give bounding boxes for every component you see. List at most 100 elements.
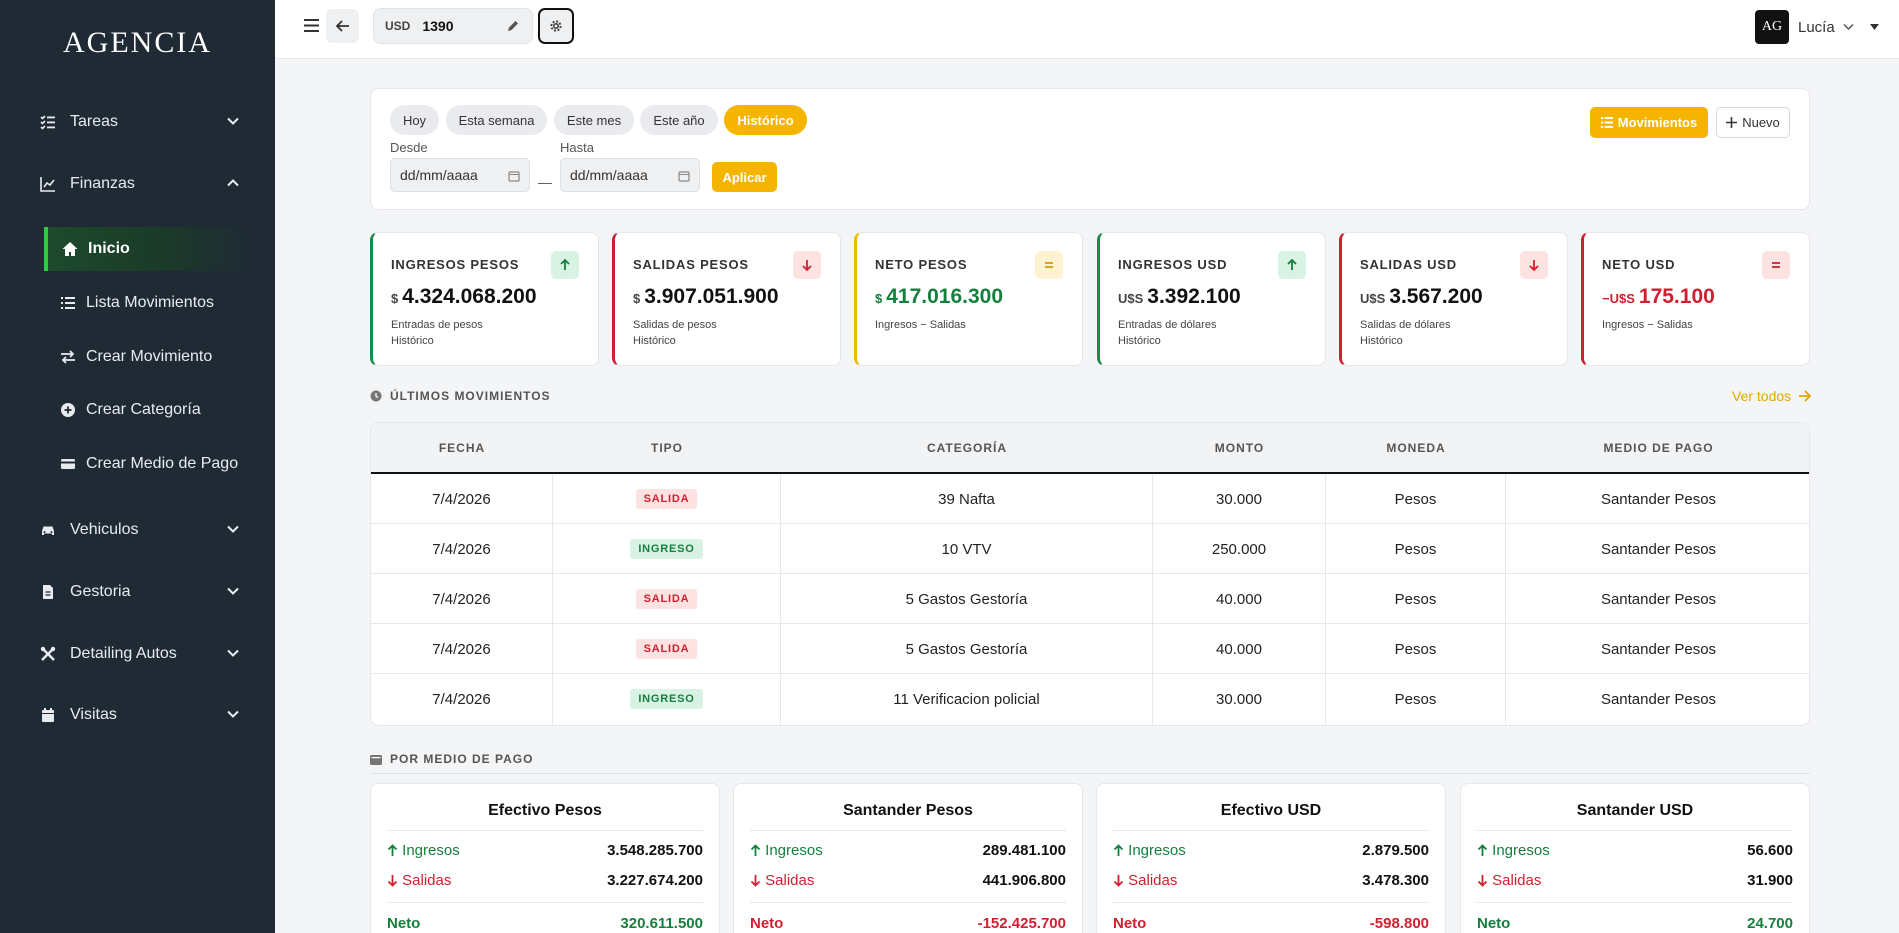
sidebar-subitem-crear-movimiento[interactable]: Crear Movimiento [44, 335, 252, 379]
filter-pill-este-ano[interactable]: Este año [640, 105, 718, 135]
stat-card-salidas-usd: SALIDAS USD U$S 3.567.200 Salidas de dóla… [1339, 232, 1568, 366]
cell-tipo: SALIDA [553, 624, 781, 674]
stat-period: Histórico [1118, 335, 1161, 347]
sidebar-item-gestoria[interactable]: Gestoria [40, 577, 240, 607]
table-row[interactable]: 7/4/2026 SALIDA 5 Gastos Gestoría 40.000… [371, 574, 1809, 624]
payment-card-title: Efectivo USD [1113, 802, 1429, 831]
cell-moneda: Pesos [1326, 574, 1506, 624]
movimientos-button[interactable]: Movimientos [1590, 107, 1708, 138]
ingresos-label-wrap: Ingresos [1477, 842, 1550, 859]
chevron-up-icon [226, 176, 240, 190]
section-title-medios: POR MEDIO DE PAGO [370, 752, 533, 766]
salidas-label-wrap: Salidas [1113, 872, 1177, 889]
cell-monto: 30.000 [1153, 674, 1326, 724]
tools-icon [40, 646, 56, 662]
stat-amount: 417.016.300 [886, 285, 1004, 308]
list-icon [1600, 117, 1613, 128]
cell-categoria: 39 Nafta [781, 474, 1153, 524]
stat-subtitle: Entradas de dólares [1118, 319, 1217, 331]
filter-pill-este-mes[interactable]: Este mes [554, 105, 634, 135]
ingresos-line: Ingresos 289.481.100 [750, 842, 1066, 859]
stat-value: $3.907.051.900 [633, 285, 779, 309]
clock-icon [370, 390, 382, 402]
stat-subtitle: Salidas de dólares [1360, 319, 1451, 331]
tipo-badge: SALIDA [635, 589, 698, 609]
salidas-line: Salidas 31.900 [1477, 872, 1793, 889]
wallet-icon [370, 754, 382, 765]
table-row[interactable]: 7/4/2026 SALIDA 39 Nafta 30.000 Pesos Sa… [371, 474, 1809, 524]
cell-tipo: INGRESO [553, 674, 781, 724]
arrow-down-icon [1477, 875, 1488, 887]
filter-pill-esta-semana[interactable]: Esta semana [446, 105, 547, 135]
ver-todos-link[interactable]: Ver todos [1732, 388, 1812, 404]
salidas-line: Salidas 3.478.300 [1113, 872, 1429, 889]
nuevo-button[interactable]: Nuevo [1716, 107, 1790, 138]
sidebar-item-detailing-autos[interactable]: Detailing Autos [40, 639, 240, 669]
ingresos-label: Ingresos [402, 842, 460, 859]
tipo-badge: INGRESO [630, 539, 703, 559]
car-icon [40, 522, 56, 538]
chevron-down-icon [226, 114, 240, 128]
salidas-label: Salidas [1128, 872, 1178, 889]
ingresos-value: 2.879.500 [1362, 842, 1429, 859]
table-row[interactable]: 7/4/2026 INGRESO 10 VTV 250.000 Pesos Sa… [371, 524, 1809, 574]
stat-title: INGRESOS PESOS [391, 257, 520, 272]
hasta-date-input[interactable]: dd/mm/aaaa [560, 158, 700, 192]
chevron-down-icon [226, 522, 240, 536]
settings-button[interactable] [538, 8, 574, 44]
neto-label: Neto [750, 915, 784, 932]
sidebar-item-tareas[interactable]: Tareas [40, 107, 240, 137]
calendar-icon [508, 170, 520, 182]
cell-fecha: 7/4/2026 [371, 624, 553, 674]
chevron-down-icon [226, 584, 240, 598]
salidas-line: Salidas 441.906.800 [750, 872, 1066, 889]
arrow-up-icon [1278, 251, 1306, 279]
stat-card-neto-pesos: NETO PESOS $417.016.300 Ingresos − Salid… [854, 232, 1083, 366]
user-menu[interactable]: AG Lucía [1755, 10, 1879, 44]
pencil-icon[interactable] [506, 19, 520, 33]
stat-subtitle: Entradas de pesos [391, 319, 483, 331]
cell-monto: 40.000 [1153, 574, 1326, 624]
back-button[interactable] [326, 9, 359, 43]
table-row[interactable]: 7/4/2026 SALIDA 5 Gastos Gestoría 40.000… [371, 624, 1809, 674]
neto-line: Neto 24.700 [1477, 915, 1793, 932]
payment-card-efectivo-usd: Efectivo USD Ingresos 2.879.500 Salidas … [1096, 783, 1446, 933]
table-row[interactable]: 7/4/2026 INGRESO 11 Verificacion policia… [371, 674, 1809, 724]
cell-medio-pago: Santander Pesos [1600, 640, 1717, 658]
sidebar-item-label: Vehiculos [70, 521, 139, 538]
sidebar-subitem-inicio[interactable]: Inicio [44, 227, 252, 271]
payment-card-title: Efectivo Pesos [387, 802, 703, 831]
hamburger-menu-button[interactable] [300, 14, 322, 36]
divider [750, 902, 1066, 903]
tipo-badge: SALIDA [635, 489, 698, 509]
stat-card-salidas-pesos: SALIDAS PESOS $3.907.051.900 Salidas de … [612, 232, 841, 366]
cell-categoria: 5 Gastos Gestoría [781, 574, 1153, 624]
arrow-down-icon [750, 875, 761, 887]
payment-card-santander-usd: Santander USD Ingresos 56.600 Salidas 31… [1460, 783, 1810, 933]
apply-button[interactable]: Aplicar [712, 162, 777, 192]
cell-moneda: Pesos [1326, 524, 1506, 574]
sidebar-item-visitas[interactable]: Visitas [40, 700, 240, 730]
sidebar-item-vehiculos[interactable]: Vehiculos [40, 515, 240, 545]
desde-date-input[interactable]: dd/mm/aaaa [390, 158, 530, 192]
neto-value: 320.611.500 [620, 915, 703, 932]
exchange-rate-value: 1390 [422, 18, 454, 34]
exchange-rate-field[interactable]: USD 1390 [373, 8, 533, 44]
table-header: FECHA TIPO CATEGORÍA MONTO MONEDA MEDIO … [371, 423, 1809, 474]
stat-value: U$S 3.392.100 [1118, 285, 1241, 309]
sidebar-subitem-crear-categoria[interactable]: Crear Categoría [44, 388, 252, 432]
column-header-categoria: CATEGORÍA [926, 440, 1008, 455]
filter-pill-hoy[interactable]: Hoy [390, 105, 439, 135]
sidebar-item-finanzas[interactable]: Finanzas [40, 169, 240, 199]
stat-amount: 175.100 [1638, 285, 1715, 308]
column-header-medio-pago: MEDIO DE PAGO [1603, 440, 1714, 455]
stat-title: NETO USD [1602, 257, 1676, 272]
calendar-icon [678, 170, 690, 182]
chevron-down-icon [226, 707, 240, 721]
sidebar-subitem-crear-medio-pago[interactable]: Crear Medio de Pago [44, 442, 252, 486]
sidebar-subitem-lista-movimientos[interactable]: Lista Movimientos [44, 281, 252, 325]
arrow-up-icon [750, 844, 761, 856]
filter-pill-historico[interactable]: Histórico [724, 105, 807, 135]
section-title-text: ÚLTIMOS MOVIMIENTOS [390, 389, 551, 403]
arrow-up-icon [387, 844, 398, 856]
